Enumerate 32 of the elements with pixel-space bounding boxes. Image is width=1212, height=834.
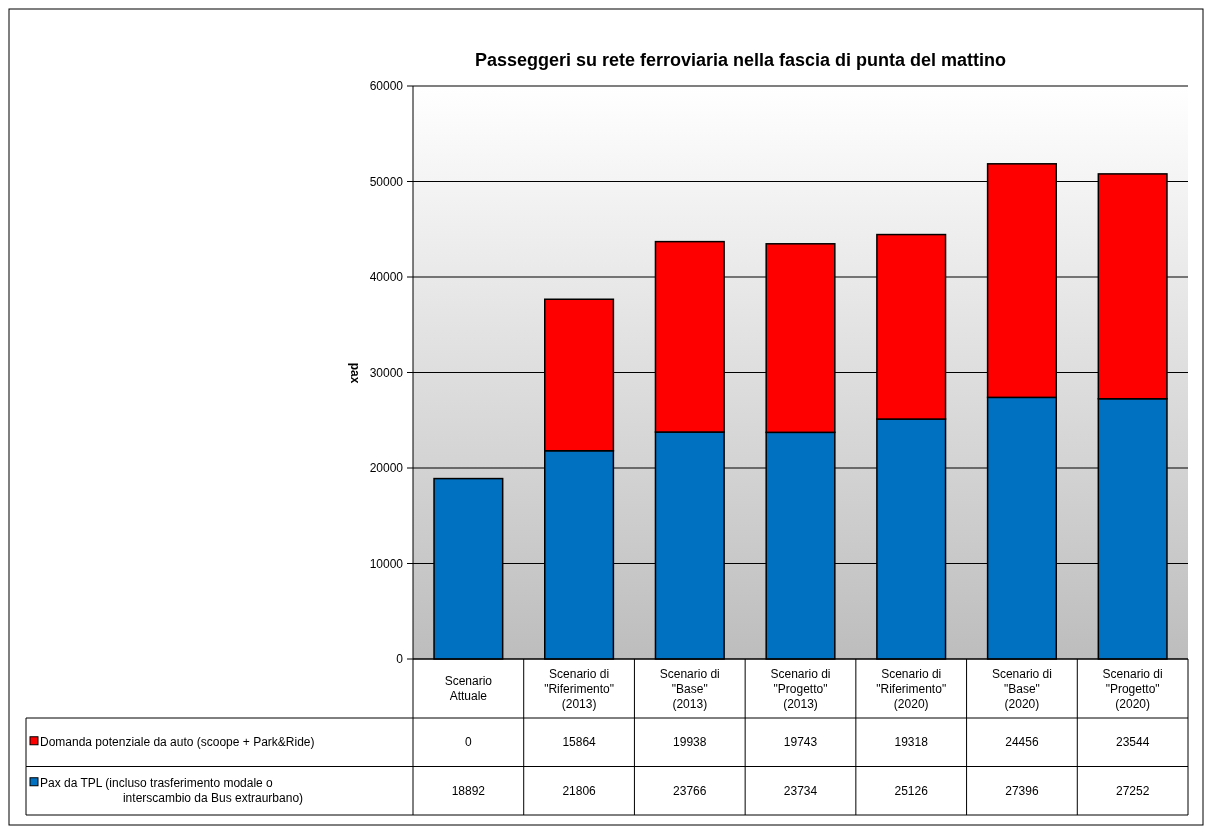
data-label: 19938 — [673, 735, 707, 750]
y-tick-label: 40000 — [369, 270, 404, 284]
x-tick-label: Scenario di "Base" (2013) — [659, 666, 720, 711]
x-tick-label: Scenario di "Base" (2020) — [991, 666, 1052, 711]
legend-label: Pax da TPL (incluso trasferimento modale o interscambio da Bus extraurbano) — [40, 776, 304, 806]
data-label: 18892 — [451, 783, 486, 798]
data-label: 23734 — [783, 783, 818, 798]
x-tick-label: Scenario di "Progetto" (2020) — [1102, 666, 1163, 711]
data-label: 25126 — [894, 783, 929, 798]
y-tick-label: 10000 — [369, 556, 404, 571]
data-label: 24456 — [1005, 735, 1039, 750]
data-label: 27396 — [1005, 783, 1039, 798]
y-axis-title: pax — [348, 362, 362, 384]
x-tick-label: Scenario Attuale — [444, 674, 493, 703]
legend-label: Domanda potenziale da auto (scoope + Park&Ride) — [40, 735, 315, 750]
data-label: 19318 — [894, 735, 929, 750]
x-tick-label: Scenario di "Riferimento" (2020) — [876, 666, 947, 711]
chart-title: Passeggeri su rete ferroviaria nella fascia di punta del mattino — [474, 50, 1007, 70]
y-tick-label: 60000 — [369, 79, 404, 93]
y-tick-label: 50000 — [369, 174, 404, 189]
x-tick-label: Scenario di "Progetto" (2013) — [770, 666, 831, 711]
x-tick-label: Scenario di "Riferimento" (2013) — [544, 666, 615, 711]
data-label: 15864 — [562, 735, 597, 750]
y-tick-label: 0 — [396, 652, 404, 666]
data-label: 27252 — [1115, 783, 1150, 798]
y-tick-label: 30000 — [369, 365, 404, 380]
y-tick-label: 20000 — [369, 461, 404, 475]
data-label: 23544 — [1115, 735, 1150, 750]
data-label: 0 — [465, 735, 473, 750]
data-label: 19743 — [783, 735, 818, 750]
data-label: 23766 — [673, 783, 707, 798]
data-label: 21806 — [562, 783, 597, 798]
